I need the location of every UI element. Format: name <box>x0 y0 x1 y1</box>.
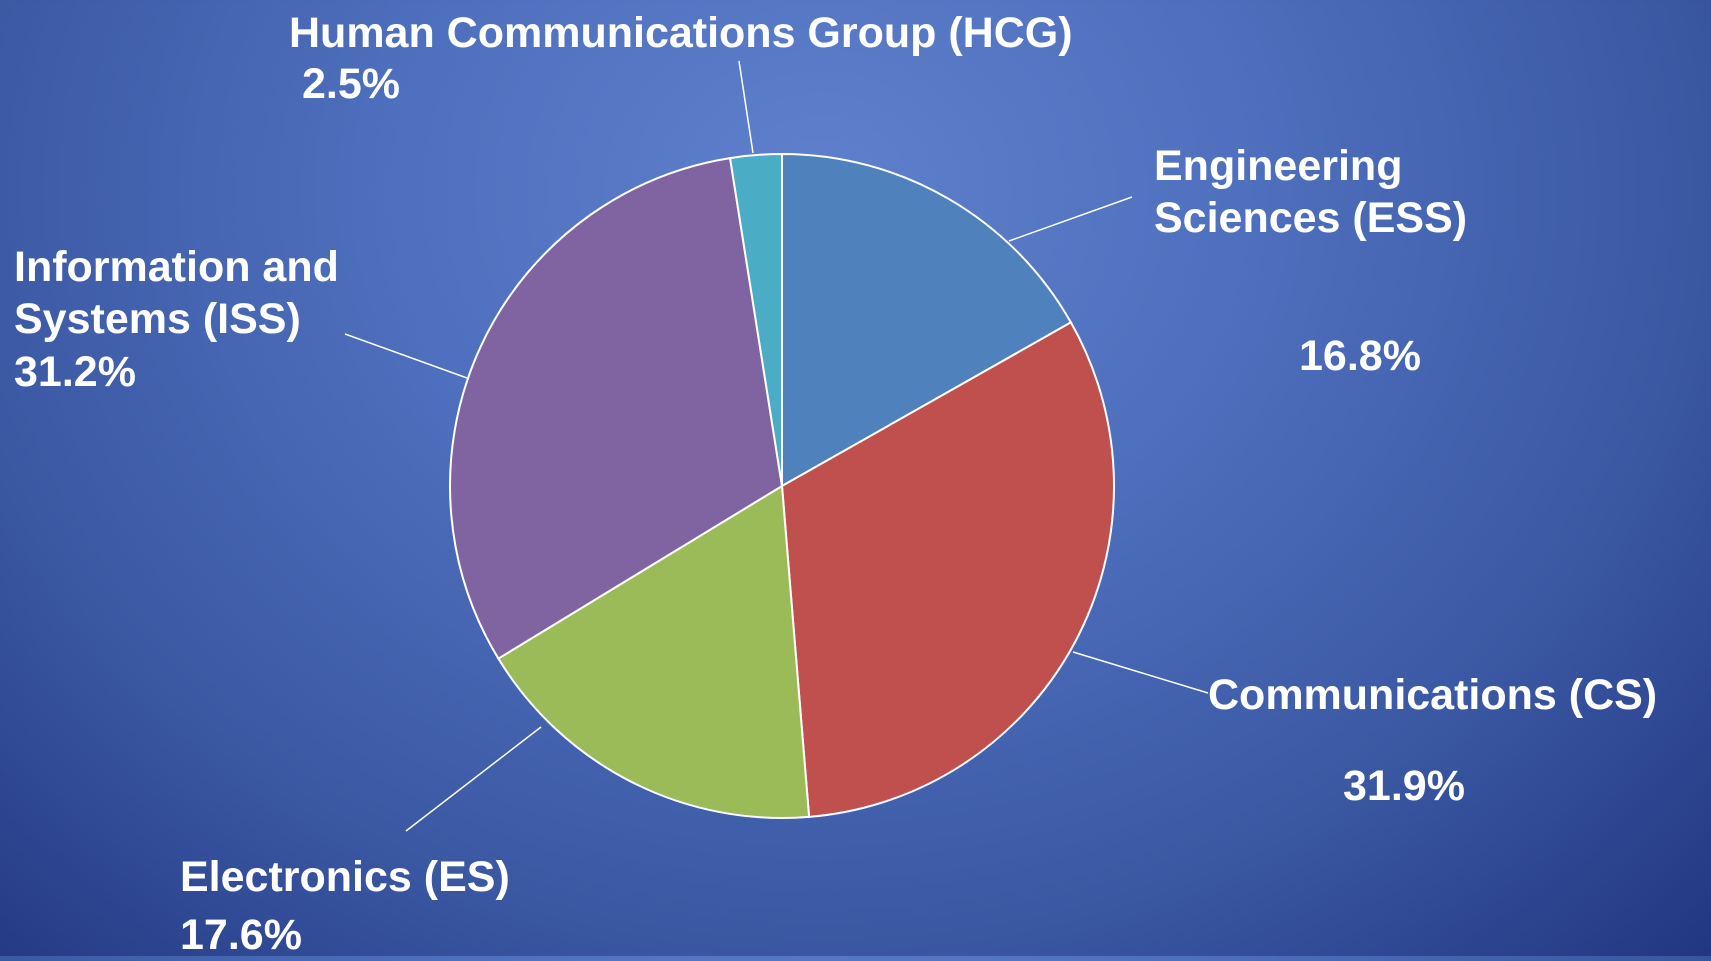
slice-name: Human Communications Group (HCG) <box>289 9 1073 57</box>
pie-slice <box>497 484 811 819</box>
leader-line <box>405 726 542 832</box>
slice-name: Electronics (ES) <box>180 853 510 901</box>
leader-line <box>1008 196 1133 242</box>
slice-percent: 16.8% <box>1299 332 1421 380</box>
leader-line <box>738 60 754 154</box>
leader-line <box>1072 651 1209 694</box>
slice-percent: 2.5% <box>302 60 401 108</box>
leader-line <box>344 333 468 379</box>
pie-slice <box>449 156 784 660</box>
slice-name: Information and Systems (ISS) <box>14 243 339 343</box>
slice-percent: 31.2% <box>14 348 136 396</box>
slice-percent: 17.6% <box>180 911 302 959</box>
pie-slice <box>780 321 1115 818</box>
pie-slice <box>781 152 1073 488</box>
pie-slice <box>728 152 783 487</box>
slice-name: Communications (CS) <box>1208 671 1658 719</box>
slice-name: Engineering Sciences (ESS) <box>1154 142 1468 242</box>
slice-percent: 31.9% <box>1343 762 1465 810</box>
